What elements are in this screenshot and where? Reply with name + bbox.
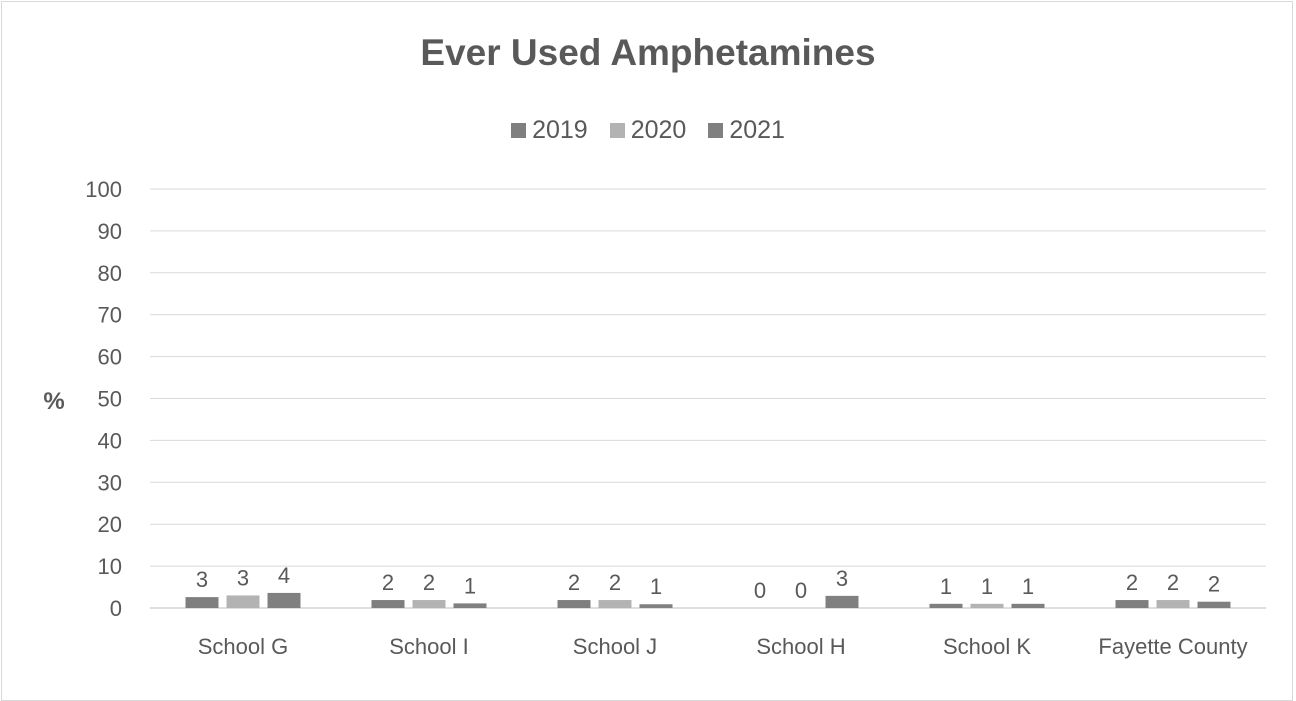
data-label: 2 [568,570,580,595]
bar-2021 [639,604,673,608]
data-label: 1 [464,573,476,598]
legend-item-2020: 2020 [609,116,687,145]
y-tick-label: 20 [98,512,122,537]
bar-2021 [1197,601,1231,608]
data-label: 0 [795,578,807,603]
data-label: 1 [981,574,993,599]
data-label: 3 [196,567,208,592]
bar-2019 [371,600,405,608]
y-tick-label: 70 [98,303,122,328]
data-label: 1 [1022,574,1034,599]
x-tick-label: School H [756,634,845,659]
data-label: 3 [836,566,848,591]
data-label: 2 [1167,570,1179,595]
x-tick-label: Fayette County [1098,634,1247,659]
y-tick-label: 80 [98,261,122,286]
bar-2020 [598,600,632,608]
legend-label: 2020 [630,116,687,144]
y-tick-label: 40 [98,428,122,453]
legend-item-2021: 2021 [708,116,785,145]
bar-2020 [970,603,1004,608]
data-label: 1 [650,574,662,599]
legend-label: 2021 [729,116,785,144]
bar-2020 [1156,600,1190,608]
bar-2019 [1115,600,1149,608]
x-tick-label: School I [389,634,469,659]
y-tick-label: 100 [85,177,122,202]
chart-title: Ever Used Amphetamines [420,32,876,73]
data-label: 1 [940,574,952,599]
y-tick-label: 90 [98,219,122,244]
bar-2021 [453,603,487,608]
bar-2019 [185,597,219,608]
data-label: 2 [1126,570,1138,595]
y-tick-label: 50 [98,387,122,412]
data-label: 2 [382,570,394,595]
data-label: 2 [423,570,435,595]
x-tick-label: School K [943,634,1031,659]
y-tick-label: 0 [110,596,122,621]
bar-2021 [825,595,859,608]
bar-2020 [226,595,260,608]
y-tick-label: 30 [98,470,122,495]
legend-swatch [511,123,527,138]
bar-2021 [1011,603,1045,608]
legend-swatch [609,123,625,138]
x-tick-label: School G [198,634,289,659]
legend: 2019 2020 2021 [0,116,1296,145]
x-tick-label: School J [573,634,657,659]
bar-2021 [267,592,301,608]
y-axis-label: % [43,388,64,415]
legend-label: 2019 [532,116,588,144]
legend-swatch [708,123,724,138]
data-label: 4 [278,563,290,588]
bar-2019 [557,600,591,608]
data-label: 0 [754,578,766,603]
legend-item-2019: 2019 [511,116,588,145]
y-tick-label: 10 [98,554,122,579]
data-label: 3 [237,565,249,590]
y-tick-label: 60 [98,345,122,370]
data-label: 2 [1208,572,1220,597]
data-label: 2 [609,570,621,595]
bar-2020 [412,600,446,608]
bar-2019 [929,603,963,608]
